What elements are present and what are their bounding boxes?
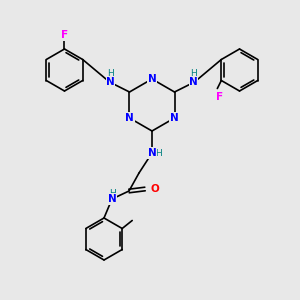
Text: H: H xyxy=(109,190,116,199)
Text: H: H xyxy=(190,69,197,78)
Text: F: F xyxy=(61,30,68,40)
Text: N: N xyxy=(148,74,156,84)
Text: O: O xyxy=(151,184,159,194)
Text: H: H xyxy=(156,148,162,158)
Text: N: N xyxy=(189,77,198,87)
Text: N: N xyxy=(148,148,156,158)
Text: H: H xyxy=(107,69,114,78)
Text: N: N xyxy=(106,77,115,87)
Text: F: F xyxy=(216,92,223,101)
Text: N: N xyxy=(125,113,134,123)
Text: N: N xyxy=(108,194,116,204)
Text: N: N xyxy=(170,113,179,123)
